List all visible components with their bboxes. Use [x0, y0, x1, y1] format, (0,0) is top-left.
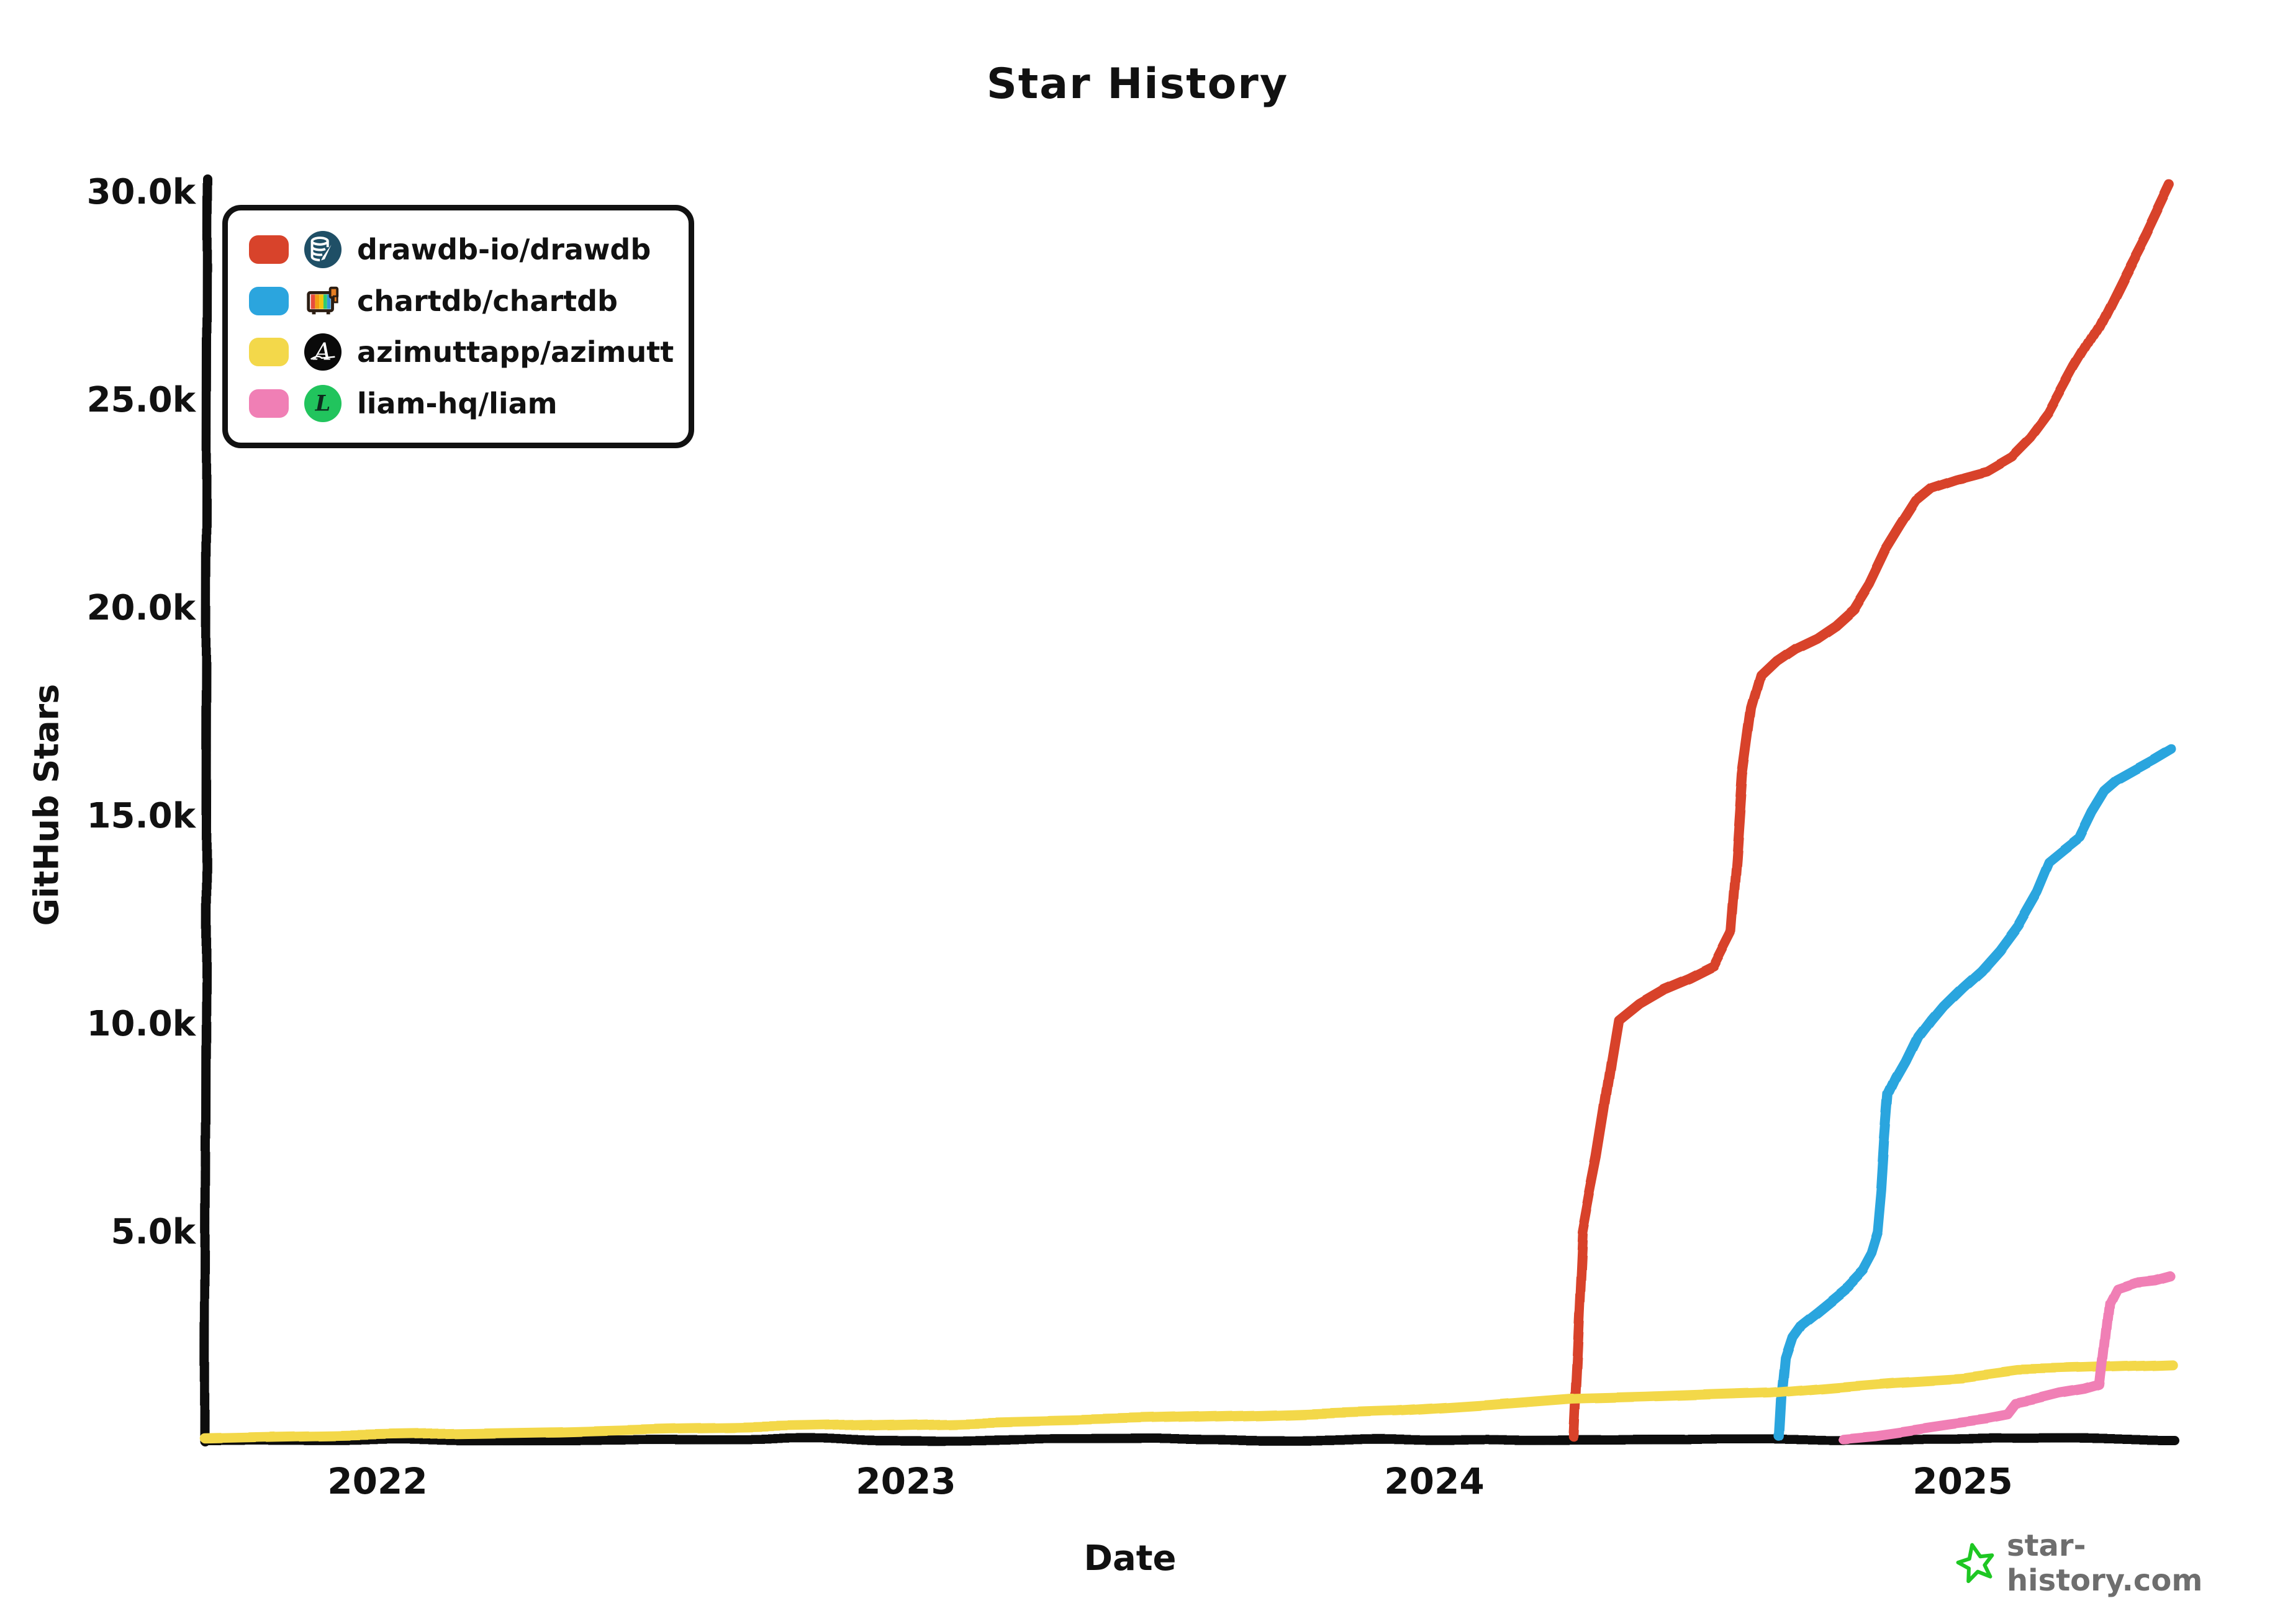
svg-text:L: L: [315, 390, 331, 416]
liam-color-swatch: [249, 389, 289, 418]
y-axis-line: [200, 174, 212, 1446]
series-line-azimuttapp: [199, 1360, 2178, 1443]
legend-item-chartdb: chartdb/chartdb: [249, 282, 667, 320]
legend-label: chartdb/chartdb: [357, 284, 618, 318]
y-tick-label: 30.0k: [86, 172, 196, 212]
series-line-chartdb: [1773, 744, 2177, 1441]
y-tick-label: 25.0k: [86, 380, 196, 420]
x-tick-label: 2024: [1384, 1460, 1485, 1502]
drawdb-color-swatch: [249, 235, 289, 264]
star-history-star-icon: [1956, 1542, 1996, 1584]
y-tick-label: 5.0k: [111, 1212, 196, 1252]
series-line-drawdb-io: [1568, 179, 2174, 1441]
azimutt-logo-icon: A: [304, 333, 342, 371]
legend-item-drawdb: drawdb-io/drawdb: [249, 230, 667, 269]
x-tick-label: 2023: [856, 1460, 956, 1502]
chart-title: Star History: [986, 60, 1289, 109]
watermark: star-history.com: [1956, 1528, 2275, 1598]
x-tick-label: 2025: [1912, 1460, 2013, 1502]
y-tick-label: 20.0k: [86, 588, 196, 628]
series-lines: [199, 179, 2178, 1443]
legend-label: azimuttapp/azimutt: [357, 335, 674, 369]
svg-text:A: A: [312, 338, 332, 366]
liam-logo-icon: L: [304, 384, 342, 423]
drawdb-logo-icon: [304, 230, 342, 269]
azimutt-color-swatch: [249, 338, 289, 367]
y-tick-label: 10.0k: [86, 1004, 196, 1044]
x-axis-title: Date: [1083, 1538, 1177, 1579]
watermark-text: star-history.com: [2007, 1528, 2203, 1598]
legend-label: liam-hq/liam: [357, 386, 558, 420]
legend-label: drawdb-io/drawdb: [357, 233, 651, 267]
legend: drawdb-io/drawdb chartdb/chartdb: [222, 205, 694, 448]
series-line-liam-hq: [1837, 1271, 2175, 1443]
x-tick-label: 2022: [327, 1460, 428, 1502]
legend-item-azimutt: A azimuttapp/azimutt: [249, 333, 674, 371]
legend-item-liam: L liam-hq/liam: [249, 384, 667, 423]
chartdb-logo-icon: [304, 282, 342, 320]
y-tick-label: 15.0k: [86, 796, 196, 836]
chartdb-color-swatch: [249, 286, 289, 315]
